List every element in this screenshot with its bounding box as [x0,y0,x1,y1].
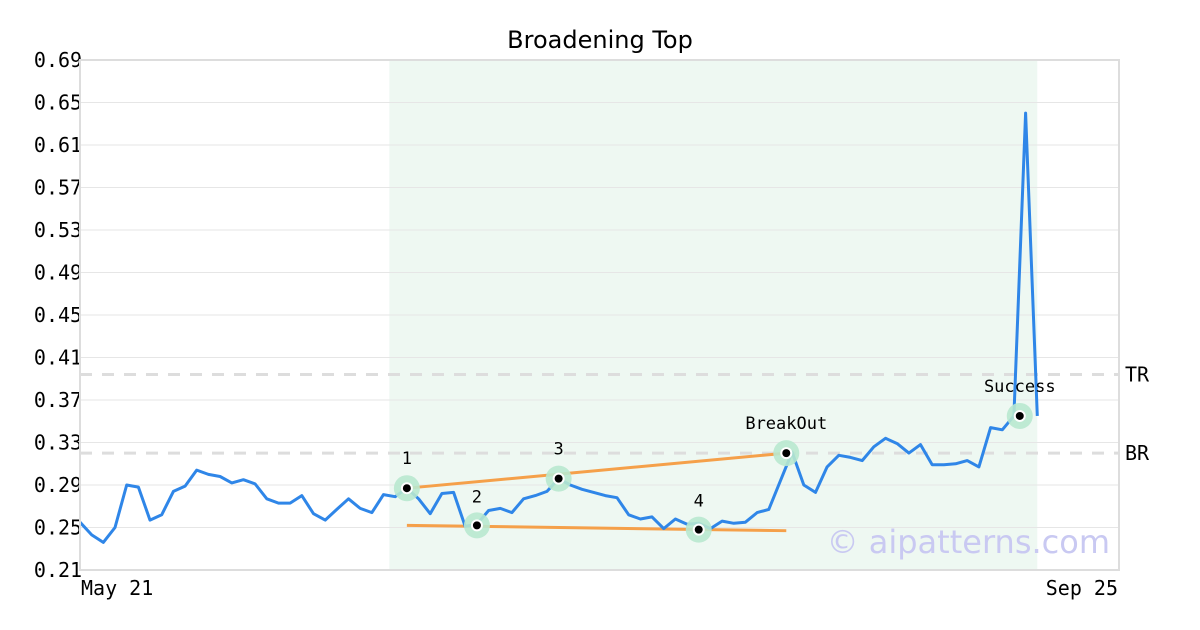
pivot-label-4: 4 [694,492,704,512]
watermark-text: © aipatterns.com [827,523,1110,561]
y-tick-label: 0.53 [34,218,82,242]
y-tick-label: 0.65 [34,91,82,115]
upper-trendline [406,451,787,490]
y-tick-label: 0.41 [34,346,82,370]
x-tick-label: Sep 25 [1046,576,1118,600]
pivot-point-3 [552,472,565,485]
pivot-point-1 [400,482,413,495]
pivot-label-3: 3 [554,440,564,460]
level-label-br: BR [1125,441,1150,465]
y-tick-label: 0.37 [34,388,82,412]
y-tick-label: 0.69 [34,48,82,72]
y-tick-label: 0.29 [34,473,82,497]
pivot-point-4 [692,523,705,536]
pivot-label-1: 1 [402,449,412,469]
pivot-point-2 [470,519,483,532]
y-tick-label: 0.57 [34,176,82,200]
y-tick-label: 0.25 [34,516,82,540]
pivot-label-success: Success [984,377,1056,397]
y-tick-label: 0.33 [34,431,82,455]
x-tick-label: May 21 [81,576,153,600]
y-tick-label: 0.49 [34,261,82,285]
chart-title: Broadening Top [507,26,693,54]
pivot-point-breakout [780,447,793,460]
y-tick-label: 0.45 [34,303,82,327]
pivot-label-2: 2 [472,487,482,507]
level-label-tr: TR [1125,363,1150,387]
pivot-label-breakout: BreakOut [745,414,827,434]
pivot-point-success [1013,409,1026,422]
plot-frame [79,59,1120,571]
y-tick-label: 0.61 [34,133,82,157]
y-tick-label: 0.21 [34,558,82,582]
